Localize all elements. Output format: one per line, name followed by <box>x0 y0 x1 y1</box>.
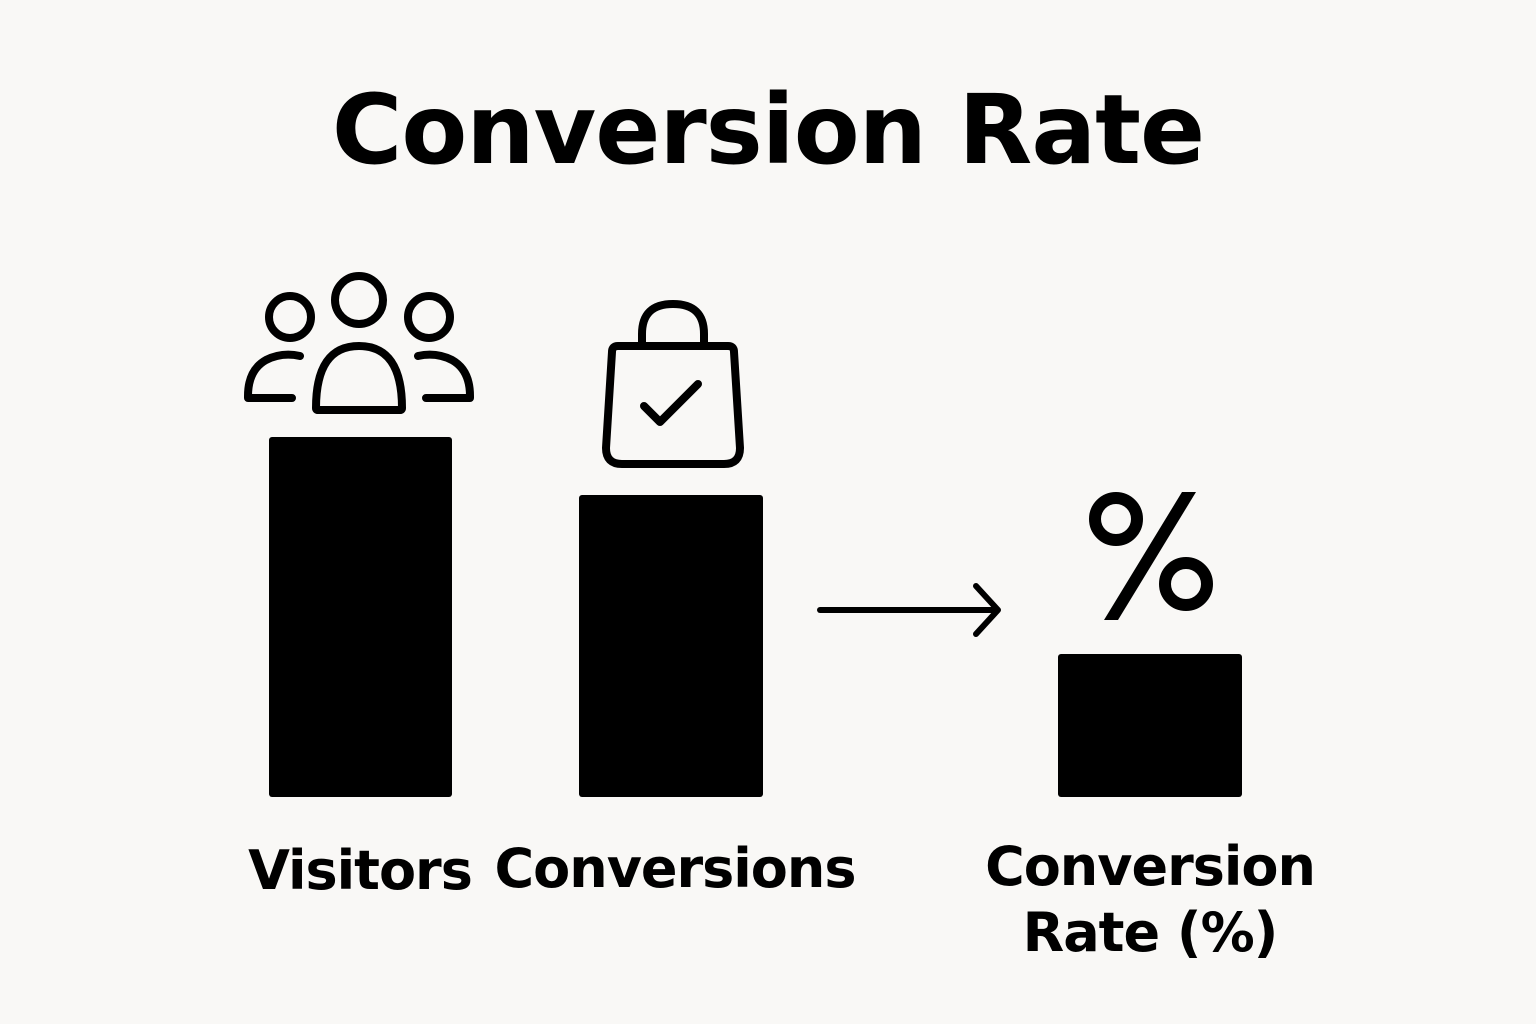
conversion-rate-label-line-1: Conversion <box>985 835 1316 898</box>
conversions-bar <box>579 495 763 797</box>
percent-icon <box>1089 492 1213 620</box>
conversion-rate-bar <box>1058 654 1242 797</box>
people-group-icon <box>244 272 474 414</box>
diagram-title: Conversion Rate <box>331 74 1205 186</box>
conversions-label: Conversions <box>494 837 857 900</box>
visitors-bar <box>269 437 452 797</box>
visitors-label: Visitors <box>248 839 473 902</box>
arrow-right-icon <box>817 583 1001 637</box>
conversion-rate-label: Conversion Rate (%) <box>960 834 1340 966</box>
conversion-rate-label-line-2: Rate (%) <box>1022 901 1279 964</box>
shopping-bag-check-icon <box>602 300 744 468</box>
